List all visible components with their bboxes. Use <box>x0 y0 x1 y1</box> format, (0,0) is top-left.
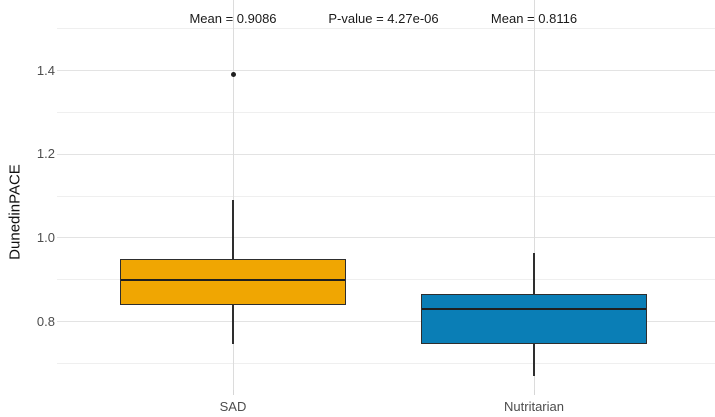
whisker-upper <box>533 252 535 295</box>
gridline-minor <box>57 362 715 364</box>
box-nutritarian <box>421 294 647 345</box>
gridline-minor <box>57 195 715 197</box>
whisker-lower <box>533 344 535 376</box>
median-line <box>422 307 646 311</box>
gridline-vertical <box>533 0 535 390</box>
box-sad <box>120 258 346 305</box>
y-tick-label: 0.8 <box>36 313 55 329</box>
x-tick-mark <box>533 390 535 395</box>
gridline-major <box>57 153 715 155</box>
x-category-label: SAD <box>219 399 247 414</box>
x-tick-mark <box>232 390 234 395</box>
y-tick-label: 1.4 <box>36 62 55 78</box>
gridline-minor <box>57 112 715 113</box>
whisker-upper <box>232 200 234 259</box>
x-category-label: Nutritarian <box>504 399 564 414</box>
whisker-lower <box>232 304 234 345</box>
outlier-point <box>230 72 236 78</box>
annotation-text: Mean = 0.9086 <box>189 11 277 26</box>
annotation-text: Mean = 0.8116 <box>490 11 578 26</box>
gridline-major <box>57 70 715 72</box>
gridline-vertical <box>232 0 234 390</box>
annotation-text: P-value = 4.27e-06 <box>328 11 439 26</box>
gridline-minor <box>57 28 715 30</box>
gridline-major <box>57 237 715 239</box>
y-tick-label: 1.2 <box>36 146 55 162</box>
gridline-major <box>57 321 715 322</box>
median-line <box>121 278 345 281</box>
y-tick-label: 1.0 <box>36 229 55 245</box>
gridline-minor <box>57 279 715 281</box>
